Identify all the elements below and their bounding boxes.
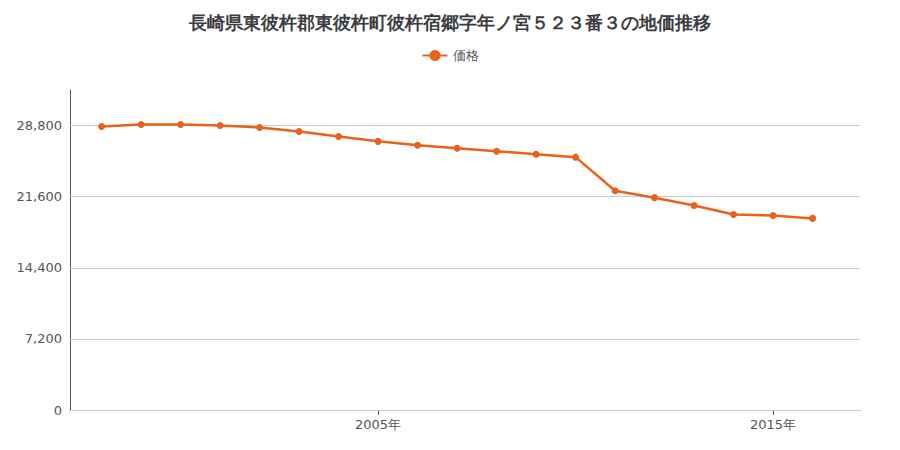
svg-text:2015年: 2015年	[750, 417, 796, 432]
svg-text:価格: 価格	[453, 48, 479, 63]
svg-text:2005年: 2005年	[355, 417, 401, 432]
svg-text:0: 0	[54, 403, 62, 418]
svg-text:14,400: 14,400	[17, 260, 63, 275]
svg-text:28,800: 28,800	[17, 118, 63, 133]
svg-text:長崎県東彼杵郡東彼杵町彼杵宿郷字年ノ宮５２３番３の地価推移: 長崎県東彼杵郡東彼杵町彼杵宿郷字年ノ宮５２３番３の地価推移	[188, 12, 711, 33]
svg-text:7,200: 7,200	[25, 331, 62, 346]
svg-text:21,600: 21,600	[17, 189, 63, 204]
